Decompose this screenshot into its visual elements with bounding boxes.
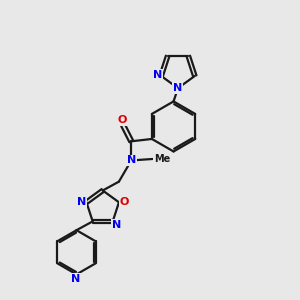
Text: O: O [118,115,127,125]
Text: N: N [127,155,136,166]
Text: N: N [71,274,80,284]
Text: O: O [120,197,129,207]
Text: N: N [173,83,183,93]
Text: N: N [153,70,162,80]
Text: N: N [112,220,121,230]
Text: N: N [76,197,86,207]
Text: Me: Me [154,154,170,164]
